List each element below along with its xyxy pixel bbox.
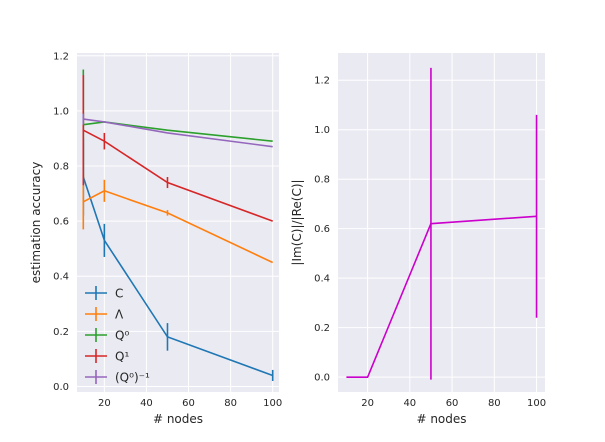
x-tick-label: 80 bbox=[224, 398, 237, 409]
y-tick-label: 0.0 bbox=[314, 373, 330, 384]
y-tick-label: 0.2 bbox=[53, 327, 69, 338]
y-tick-label: 0.4 bbox=[53, 272, 69, 283]
x-tick-label: 40 bbox=[403, 398, 416, 409]
x-axis-label: # nodes bbox=[416, 412, 466, 426]
y-tick-label: 1.2 bbox=[53, 51, 69, 62]
x-axis-label: # nodes bbox=[153, 412, 203, 426]
y-tick-label: 1.0 bbox=[314, 125, 330, 136]
plot-area bbox=[77, 53, 279, 392]
series-line bbox=[346, 215, 537, 379]
series-line bbox=[83, 121, 273, 142]
y-axis-label: |Im(C)|/|Re(C)| bbox=[290, 179, 304, 265]
series-line bbox=[83, 118, 273, 148]
series-line bbox=[82, 189, 274, 264]
series-line bbox=[82, 176, 273, 377]
y-tick-label: 0.6 bbox=[53, 217, 69, 228]
y-tick-label: 0.4 bbox=[314, 274, 330, 285]
x-tick-label: 80 bbox=[488, 398, 501, 409]
x-tick-label: 60 bbox=[446, 398, 459, 409]
legend-label: Q⁰ bbox=[115, 329, 129, 343]
y-tick-label: 0.2 bbox=[314, 323, 330, 334]
x-tick-label: 100 bbox=[527, 398, 546, 409]
legend-label: C bbox=[115, 287, 123, 301]
x-tick-label: 40 bbox=[140, 398, 153, 409]
y-tick-label: 0.0 bbox=[53, 382, 69, 393]
y-tick-label: 1.0 bbox=[53, 106, 69, 117]
legend-label: (Q⁰)⁻¹ bbox=[115, 371, 150, 385]
y-tick-label: 0.6 bbox=[314, 224, 330, 235]
x-tick-label: 20 bbox=[361, 398, 374, 409]
x-tick-label: 20 bbox=[98, 398, 111, 409]
x-tick-label: 100 bbox=[263, 398, 282, 409]
y-axis-label: estimation accuracy bbox=[29, 162, 43, 284]
y-tick-label: 1.2 bbox=[314, 76, 330, 87]
series-line bbox=[82, 129, 273, 222]
y-tick-label: 0.8 bbox=[314, 175, 330, 186]
accuracy-chart: 20 40 60 80 100 0.0 0.2 0.4 0.6 0.8 1.0 1.2 # nodes e… bbox=[29, 51, 282, 426]
legend-label: Λ bbox=[115, 308, 124, 322]
imag-ratio-chart: 20 40 60 80 100 0.0 0.2 0.4 0.6 0.8 1.0 1.2 # nodes |… bbox=[290, 53, 546, 426]
y-tick-label: 0.8 bbox=[53, 162, 69, 173]
x-tick-label: 60 bbox=[182, 398, 195, 409]
legend-label: Q¹ bbox=[115, 350, 129, 364]
